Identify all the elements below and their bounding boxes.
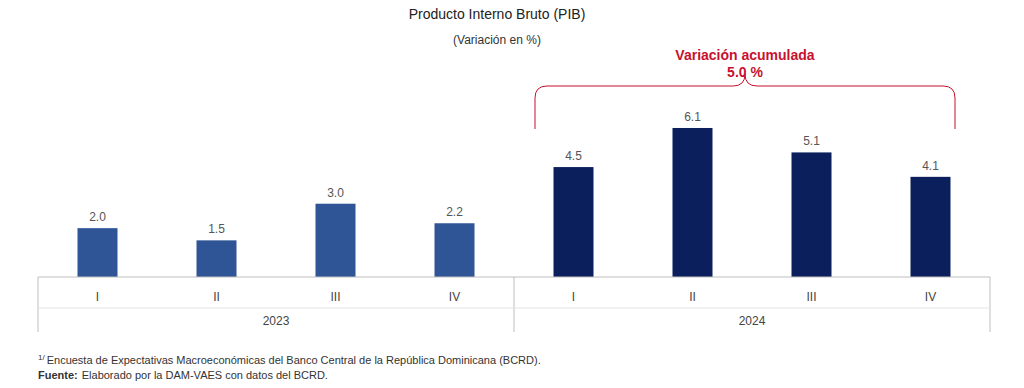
group-divider [990,277,991,332]
x-tick-label: III [330,290,340,304]
footnote: 1/Encuesta de Expectativas Macroeconómic… [38,353,541,366]
data-label: 4.5 [565,149,582,163]
data-label: 1.5 [208,222,225,236]
bar [792,152,832,277]
source: Fuente: Elaborado por la DAM-VAES con dat… [38,369,328,381]
bar [435,223,475,277]
title: Producto Interno Bruto (PIB) [409,6,586,22]
data-label: 5.1 [803,134,820,148]
brace [535,74,955,129]
x-tick-label: III [806,290,816,304]
bar [911,177,951,277]
group-divider [38,277,39,332]
data-label: 2.2 [446,205,463,219]
bars [78,128,951,277]
data-label: 3.0 [327,186,344,200]
bar [673,128,713,277]
annotation: Variación acumulada [675,47,814,63]
group-label: 2023 [263,314,290,328]
bar [316,204,356,277]
x-tick-label: I [572,290,575,304]
group-divider [514,277,515,332]
group-label: 2024 [739,314,766,328]
x-tick-label: I [96,290,99,304]
bar [78,228,118,277]
bar [554,167,594,277]
axis-separator [38,308,990,309]
chart: Producto Interno Bruto (PIB) (Variación e… [0,0,1024,388]
x-tick-label: II [213,290,220,304]
x-tick-label: IV [449,290,460,304]
source-label: Fuente: [38,369,78,381]
annotation: 5.0 % [727,64,763,80]
data-label: 6.1 [684,110,701,124]
bar [197,240,237,277]
x-tick-label: II [689,290,696,304]
x-tick-label: IV [925,290,936,304]
data-label: 2.0 [89,210,106,224]
footnote-text: Encuesta de Expectativas Macroeconómicas… [47,354,541,366]
footnote-mark: 1/ [38,353,45,362]
source-text: Elaborado por la DAM-VAES con datos del … [82,369,328,381]
subtitle: (Variación en %) [453,33,541,47]
data-label: 4.1 [922,159,939,173]
